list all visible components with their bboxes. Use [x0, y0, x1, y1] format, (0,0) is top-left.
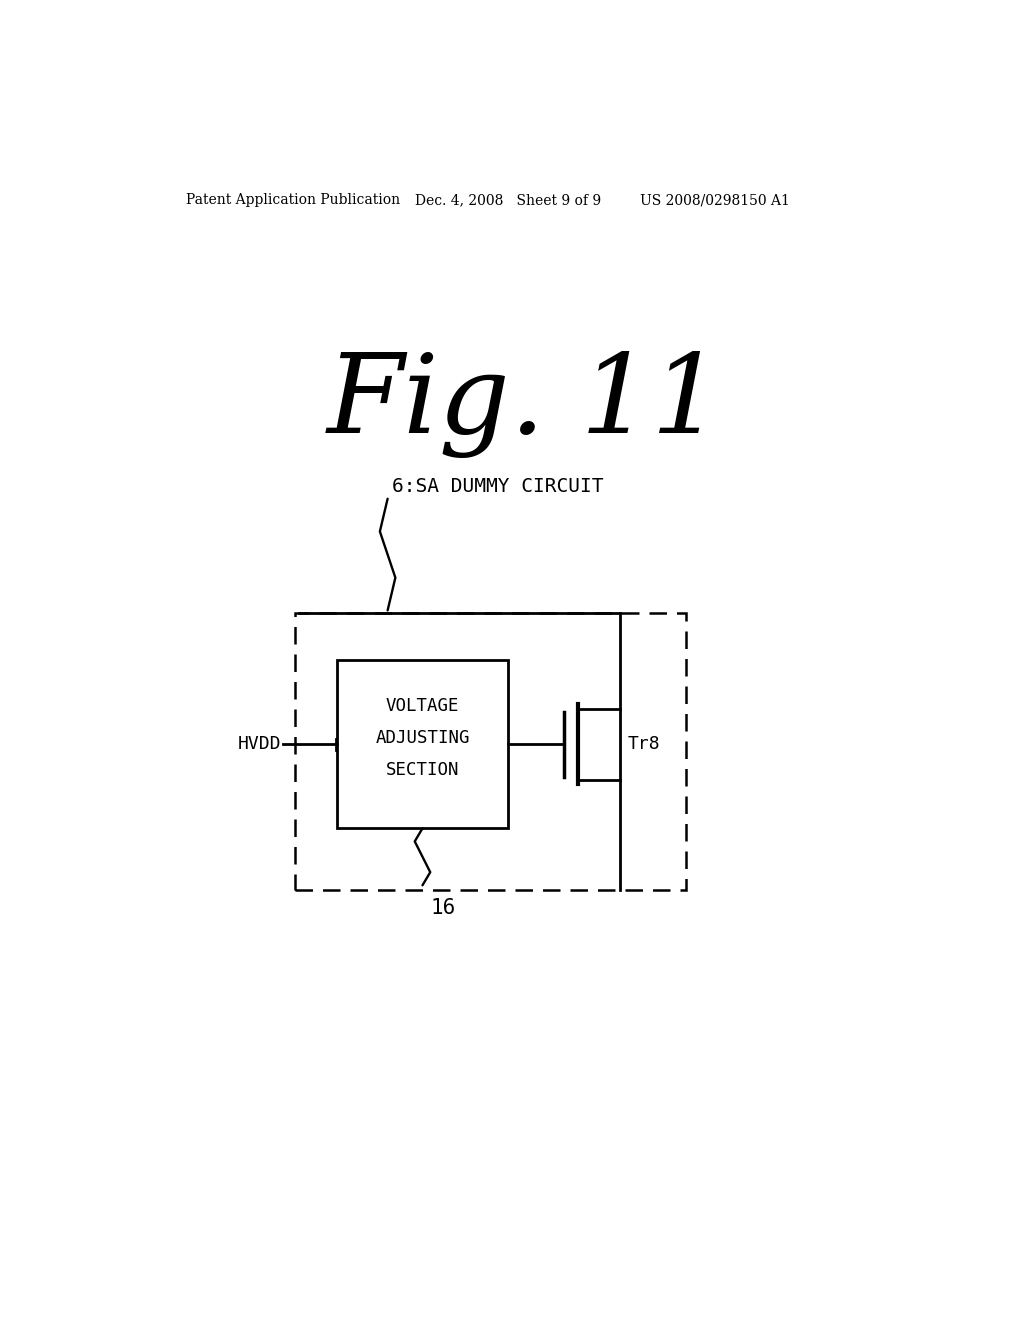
Text: VOLTAGE
ADJUSTING
SECTION: VOLTAGE ADJUSTING SECTION	[375, 697, 470, 779]
Text: Dec. 4, 2008   Sheet 9 of 9: Dec. 4, 2008 Sheet 9 of 9	[415, 193, 601, 207]
Bar	[295, 612, 686, 890]
Text: HVDD: HVDD	[238, 735, 282, 754]
Text: Patent Application Publication: Patent Application Publication	[186, 193, 400, 207]
Text: Tr8: Tr8	[628, 735, 660, 754]
Text: 6:SA DUMMY CIRCUIT: 6:SA DUMMY CIRCUIT	[391, 477, 603, 496]
Bar	[337, 660, 508, 829]
Text: US 2008/0298150 A1: US 2008/0298150 A1	[640, 193, 790, 207]
Text: 16: 16	[430, 898, 456, 917]
Text: Fig. 11: Fig. 11	[327, 351, 723, 458]
